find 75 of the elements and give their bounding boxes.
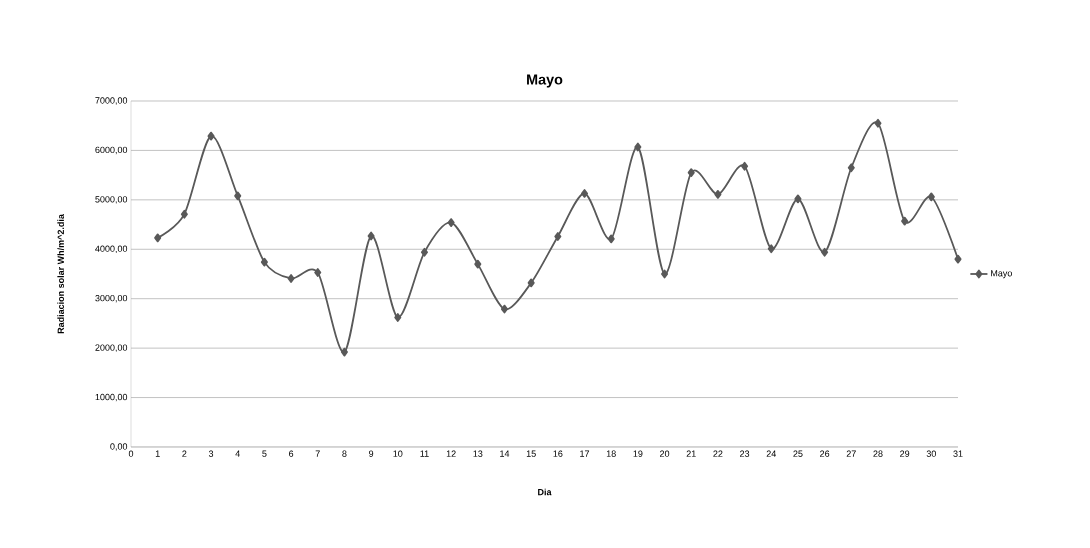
y-tick-label: 6000,00 — [95, 146, 128, 155]
point — [367, 231, 375, 241]
point — [714, 190, 722, 199]
x-tick-label: 16 — [553, 450, 563, 457]
x-tick-label: 8 — [342, 450, 347, 457]
y-tick-label: 7000,00 — [95, 97, 128, 105]
point — [287, 274, 295, 283]
x-tick-label: 24 — [766, 450, 776, 457]
x-tick-label: 9 — [369, 450, 374, 457]
x-tick-label: 19 — [633, 450, 643, 457]
point — [234, 191, 242, 201]
x-tick-label: 22 — [713, 450, 723, 457]
x-tick-label: 21 — [686, 450, 696, 457]
point — [260, 257, 268, 267]
y-axis-title: Radiacion solar Wh/m^2.dia — [57, 214, 65, 334]
point — [634, 142, 642, 152]
point — [580, 189, 589, 198]
point — [874, 118, 882, 128]
point — [927, 192, 935, 202]
point — [847, 163, 855, 173]
x-tick-label: 31 — [953, 450, 963, 457]
x-tick-label: 17 — [580, 450, 590, 457]
point — [474, 259, 482, 269]
x-tick-label: 6 — [289, 450, 294, 457]
y-tick-label: 5000,00 — [95, 196, 128, 204]
point — [394, 313, 402, 322]
point — [527, 278, 535, 288]
point — [420, 247, 428, 257]
y-tick-label: 2000,00 — [95, 344, 128, 352]
chart-title: Mayo — [527, 74, 563, 88]
x-tick-label: 27 — [846, 450, 856, 457]
y-tick-label: 1000,00 — [95, 393, 128, 402]
x-tick-label: 29 — [900, 450, 910, 457]
x-axis-title: Dia — [538, 488, 552, 496]
point — [154, 233, 162, 243]
y-tick-label: 4000,00 — [95, 245, 128, 253]
x-tick-label: 4 — [235, 450, 240, 457]
x-tick-label: 15 — [526, 450, 536, 457]
x-tick-label: 12 — [446, 450, 456, 457]
point — [767, 244, 775, 254]
x-tick-label: 28 — [873, 450, 883, 457]
point — [954, 254, 962, 264]
x-tick-label: 11 — [420, 450, 429, 457]
point — [447, 218, 455, 227]
x-tick-label: 3 — [208, 450, 214, 457]
x-tick-label: 26 — [820, 450, 830, 457]
x-tick-label: 13 — [473, 450, 483, 457]
point — [607, 234, 615, 244]
x-tick-label: 18 — [606, 450, 616, 457]
legend-label: Mayo — [991, 270, 1012, 279]
y-tick-label: 0,00 — [110, 443, 128, 451]
x-tick-label: 7 — [315, 450, 320, 457]
x-tick-label: 25 — [793, 450, 803, 457]
point — [687, 168, 695, 178]
point — [741, 161, 749, 171]
x-tick-label: 2 — [182, 450, 187, 457]
x-tick-label: 14 — [500, 450, 510, 457]
point — [500, 304, 509, 314]
point — [794, 194, 802, 204]
point — [340, 347, 348, 357]
x-tick-label: 10 — [393, 450, 403, 457]
x-tick-label: 23 — [740, 450, 750, 457]
point — [207, 131, 215, 141]
point — [314, 268, 322, 277]
x-tick-label: 5 — [262, 450, 267, 457]
x-tick-label: 0 — [128, 450, 134, 457]
point — [901, 216, 909, 226]
point — [661, 269, 669, 279]
point — [821, 247, 829, 257]
y-tick-label: 3000,00 — [95, 294, 128, 303]
point — [180, 209, 188, 219]
x-tick-label: 1 — [155, 450, 160, 457]
x-tick-label: 20 — [660, 450, 670, 457]
point — [554, 232, 562, 241]
x-tick-label: 30 — [926, 450, 936, 457]
